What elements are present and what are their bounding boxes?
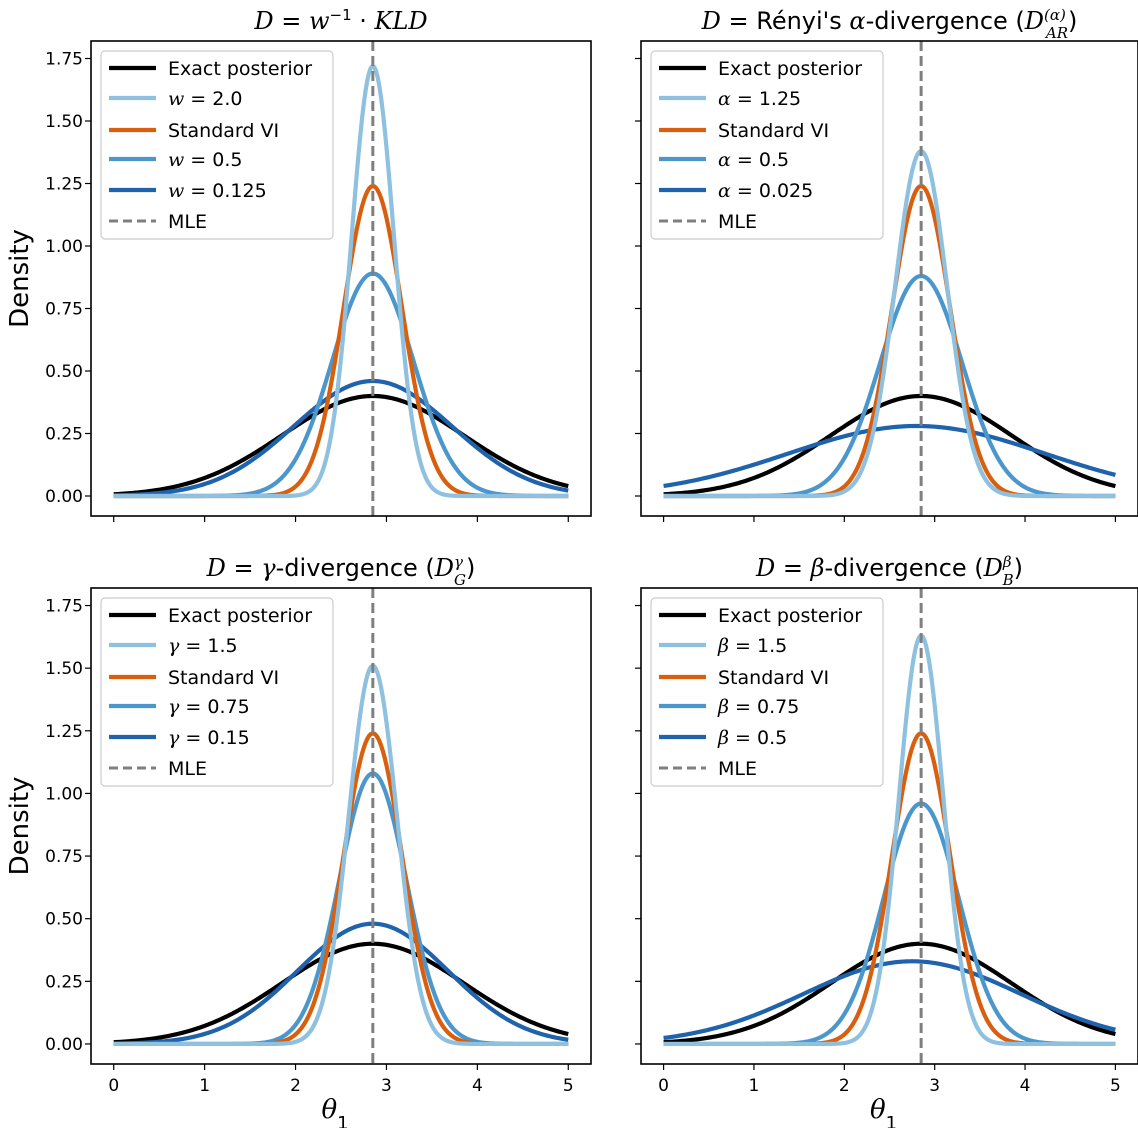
y-tick-label: 0.50 xyxy=(45,362,83,382)
legend-label: α = 0.025 xyxy=(718,180,813,202)
y-tick-label: 1.25 xyxy=(45,722,83,742)
chart-title: D = w−1 · KLD xyxy=(253,6,427,35)
legend-label: β = 0.5 xyxy=(717,727,787,749)
y-axis-label: Density xyxy=(5,229,35,328)
x-tick-label: 3 xyxy=(381,1076,392,1096)
y-tick-label: 0.75 xyxy=(45,847,83,867)
y-tick-label: 0.00 xyxy=(45,487,83,507)
legend-box xyxy=(100,50,334,240)
legend-label: γ = 0.15 xyxy=(168,727,250,749)
series-line-3 xyxy=(113,771,569,1047)
y-tick-label: 0.25 xyxy=(45,425,83,445)
series-line-1 xyxy=(113,663,569,1047)
legend-label: α = 0.5 xyxy=(718,149,789,171)
legend-box xyxy=(100,597,334,787)
legend-label: MLE xyxy=(168,758,207,780)
x-axis-label: θ1 xyxy=(870,1095,897,1128)
y-tick-label: 0.75 xyxy=(45,300,83,320)
series-line-1 xyxy=(663,633,1116,1047)
panel-bottom-right: D = β-divergence (Dβ B) 0 1 2 3 4 5 θ1 Exact post… xyxy=(635,553,1138,1128)
legend-label: γ = 0.75 xyxy=(168,696,250,718)
x-tick-label: 4 xyxy=(472,1076,483,1096)
legend-label: MLE xyxy=(168,211,207,233)
y-tick-label: 1.50 xyxy=(45,112,83,132)
legend-label: Exact posterior xyxy=(718,58,862,80)
axes-frame xyxy=(90,40,592,517)
y-tick-label: 1.00 xyxy=(45,237,83,257)
legend-label: Standard VI xyxy=(168,667,279,689)
legend-label: Exact posterior xyxy=(168,605,312,627)
panel-top-right: D = Rényi's α-divergence (D(α) AR) Exact p… xyxy=(635,6,1138,522)
y-tick-label: 0.25 xyxy=(45,972,83,992)
legend: Exact posterior β = 1.5 Standard VI β = 0.7… xyxy=(650,597,884,787)
series-line-4 xyxy=(663,959,1116,1041)
x-axis-label: θ1 xyxy=(321,1095,348,1128)
y-axis-label: Density xyxy=(5,777,35,876)
y-tick-label: 0.00 xyxy=(45,1035,83,1055)
legend-label: MLE xyxy=(718,211,757,233)
y-tick-label: 1.75 xyxy=(45,597,83,617)
series-line-0 xyxy=(113,393,569,497)
series-line-4 xyxy=(113,378,569,498)
legend-box xyxy=(650,50,884,240)
y-tick-label: 0.50 xyxy=(45,910,83,930)
x-tick-label: 5 xyxy=(563,1076,574,1096)
panel-bottom-left: D = γ-divergence (Dγ G) 0.00 0.25 0.50 0.75 1.… xyxy=(5,553,592,1128)
legend-label: w = 0.125 xyxy=(168,180,267,202)
series-line-4 xyxy=(663,423,1116,489)
panel-top-left: D = w−1 · KLD 0.00 0.25 0.50 0.75 1.00 1.25 1.5… xyxy=(5,6,592,522)
y-tick-label: 1.00 xyxy=(45,784,83,804)
legend-label: Exact posterior xyxy=(168,58,312,80)
legend-label: Standard VI xyxy=(168,120,279,142)
legend-label: w = 2.0 xyxy=(168,88,242,110)
legend: Exact posterior w = 2.0 Standard VI w = 0.5… xyxy=(100,50,334,240)
y-tick-label: 1.75 xyxy=(45,50,83,70)
series-line-0 xyxy=(113,941,569,1045)
legend-box xyxy=(650,597,884,787)
legend-label: Standard VI xyxy=(718,667,829,689)
legend-label: Standard VI xyxy=(718,120,829,142)
series-line-3 xyxy=(663,273,1116,499)
y-tick-label: 1.25 xyxy=(45,175,83,195)
chart-title: D = γ-divergence (Dγ G) xyxy=(206,553,476,589)
axes-frame xyxy=(640,40,1138,517)
x-tick-label: 1 xyxy=(199,1076,210,1096)
legend-label: β = 1.5 xyxy=(717,635,787,657)
x-tick-label: 1 xyxy=(749,1076,760,1096)
axes-frame xyxy=(90,587,592,1065)
x-tick-label: 3 xyxy=(929,1076,940,1096)
legend-label: γ = 1.5 xyxy=(168,635,238,657)
x-tick-label: 4 xyxy=(1020,1076,1031,1096)
legend-label: β = 0.75 xyxy=(717,696,799,718)
series-line-0 xyxy=(663,941,1116,1045)
legend: Exact posterior γ = 1.5 Standard VI γ = 0.7… xyxy=(100,597,334,787)
x-tick-label: 2 xyxy=(839,1076,850,1096)
legend-label: MLE xyxy=(718,758,757,780)
legend-label: α = 1.25 xyxy=(718,88,801,110)
x-tick-label: 0 xyxy=(108,1076,119,1096)
chart-title: D = β-divergence (Dβ B) xyxy=(755,553,1023,589)
chart-title: D = Rényi's α-divergence (D(α) AR) xyxy=(701,6,1078,42)
series-line-1 xyxy=(663,148,1116,499)
x-tick-label: 5 xyxy=(1110,1076,1121,1096)
legend: Exact posterior α = 1.25 Standard VI α = 0.… xyxy=(650,50,884,240)
x-tick-label: 2 xyxy=(290,1076,301,1096)
series-line-4 xyxy=(113,921,569,1046)
series-line-1 xyxy=(113,63,569,499)
x-tick-label: 0 xyxy=(658,1076,669,1096)
series-line-0 xyxy=(663,393,1116,497)
legend-label: Exact posterior xyxy=(718,605,862,627)
y-tick-label: 1.50 xyxy=(45,659,83,679)
axes-frame xyxy=(640,587,1138,1065)
legend-label: w = 0.5 xyxy=(168,149,242,171)
